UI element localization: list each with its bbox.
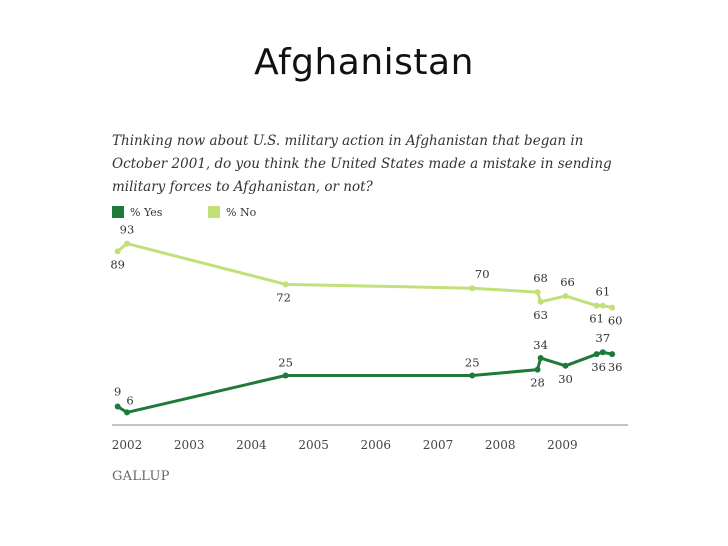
data-label-no-8: 61 <box>596 285 611 299</box>
x-tick-label-2004: 2004 <box>236 438 267 452</box>
data-point-no-3 <box>469 285 476 292</box>
x-tick-label-2006: 2006 <box>361 438 392 452</box>
data-label-no-2: 72 <box>276 290 291 304</box>
data-point-yes-7 <box>593 351 600 358</box>
data-point-no-4 <box>534 289 541 296</box>
x-tick-labels: 2002 2003 2004 2005 2006 2007 2008 2009 <box>112 438 578 452</box>
data-point-yes-0 <box>114 403 121 410</box>
data-point-no-0 <box>114 248 121 255</box>
data-point-no-2 <box>282 281 289 288</box>
series-line-no <box>116 242 613 310</box>
data-point-no-6 <box>562 292 569 299</box>
x-tick-label-2005: 2005 <box>298 438 329 452</box>
data-point-yes-2 <box>282 372 289 379</box>
data-point-yes-9 <box>609 351 616 358</box>
series-layer <box>114 240 616 416</box>
data-label-yes-8: 37 <box>596 331 611 345</box>
data-label-yes-7: 36 <box>591 360 606 374</box>
data-point-no-1 <box>124 240 130 247</box>
x-tick-label-2008: 2008 <box>485 438 516 452</box>
source-logo: GALLUP <box>112 469 170 484</box>
x-tick-label-2009: 2009 <box>547 438 578 452</box>
data-point-yes-1 <box>124 409 130 416</box>
x-tick-label-2007: 2007 <box>423 438 454 452</box>
legend-label-yes: % Yes <box>130 206 163 219</box>
data-label-no-7: 61 <box>589 312 604 326</box>
data-label-yes-5: 34 <box>533 338 548 352</box>
data-label-no-6: 66 <box>560 275 575 289</box>
data-point-yes-6 <box>562 362 569 369</box>
data-label-yes-6: 30 <box>558 372 573 386</box>
legend-label-no: % No <box>226 206 257 219</box>
data-label-yes-3: 25 <box>465 356 480 370</box>
legend-item-no: % No <box>208 206 256 219</box>
slide-title: Afghanistan <box>254 42 474 83</box>
data-point-no-7 <box>593 302 600 309</box>
data-point-yes-5 <box>537 355 544 362</box>
survey-question: Thinking now about U.S. military action … <box>112 133 612 195</box>
data-label-yes-0: 9 <box>114 385 121 399</box>
x-tick-label-2002: 2002 <box>112 438 143 452</box>
data-label-no-5: 63 <box>533 308 548 322</box>
data-point-yes-3 <box>469 372 476 379</box>
data-label-yes-1: 6 <box>126 393 133 407</box>
legend-item-yes: % Yes <box>112 206 162 219</box>
data-label-yes-9: 36 <box>608 360 623 374</box>
data-label-no-0: 89 <box>110 257 125 271</box>
data-label-no-1: 93 <box>120 223 135 237</box>
data-label-no-4: 68 <box>533 271 548 285</box>
data-point-yes-4 <box>534 366 541 373</box>
legend-swatch-yes <box>112 206 124 218</box>
data-label-no-9: 60 <box>608 314 623 328</box>
data-labels-layer: 96 25 25 28 34 30 36 37 36 89 93 72 70 68 63 66 61 61 60 <box>110 223 622 408</box>
data-label-no-3: 70 <box>475 267 490 281</box>
data-point-no-8 <box>599 302 606 309</box>
data-label-yes-4: 28 <box>530 376 545 390</box>
data-point-no-9 <box>609 304 616 311</box>
series-line-yes <box>116 350 613 414</box>
legend-swatch-no <box>208 206 220 218</box>
x-tick-label-2003: 2003 <box>174 438 205 452</box>
data-point-yes-8 <box>599 349 606 356</box>
data-point-no-5 <box>537 298 544 305</box>
data-label-yes-2: 25 <box>278 356 293 370</box>
